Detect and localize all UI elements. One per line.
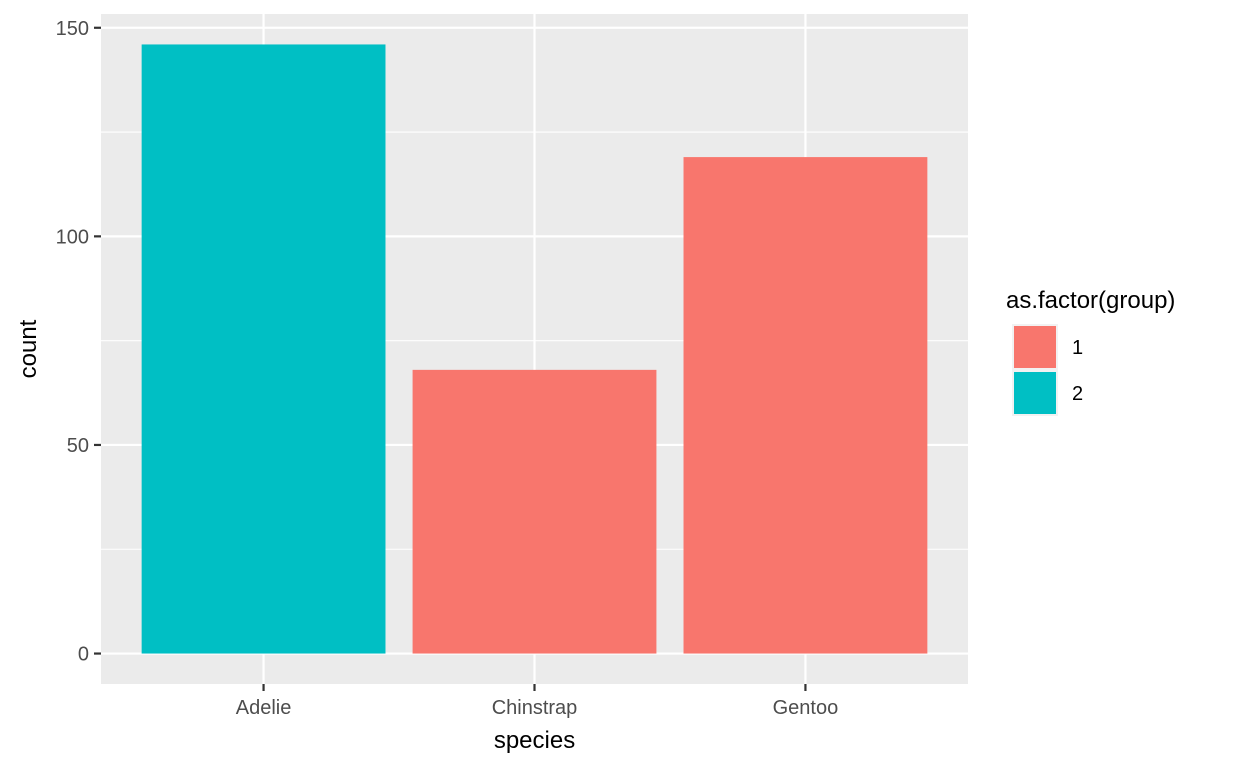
- bar-adelie: [141, 44, 386, 654]
- y-tick-label: 150: [56, 18, 89, 40]
- legend: as.factor(group) 1 2: [1006, 287, 1175, 416]
- x-tick-label: Gentoo: [773, 697, 839, 719]
- legend-swatch-2: [1014, 372, 1056, 414]
- bars: [141, 44, 928, 654]
- y-tick-label: 50: [67, 435, 89, 457]
- legend-label-1: 1: [1072, 337, 1083, 359]
- bar-gentoo: [683, 157, 928, 654]
- bar-chinstrap: [412, 369, 657, 654]
- x-axis: Adelie Chinstrap Gentoo: [236, 684, 838, 719]
- y-axis: 0 50 100 150: [56, 18, 101, 666]
- x-axis-title: species: [494, 727, 575, 754]
- legend-label-2: 2: [1072, 383, 1083, 405]
- x-tick-label: Chinstrap: [492, 697, 578, 719]
- legend-title: as.factor(group): [1006, 287, 1175, 314]
- y-tick-label: 100: [56, 226, 89, 248]
- legend-swatch-1: [1014, 326, 1056, 368]
- y-tick-label: 0: [78, 644, 89, 666]
- y-axis-title: count: [15, 319, 42, 378]
- x-tick-label: Adelie: [236, 697, 292, 719]
